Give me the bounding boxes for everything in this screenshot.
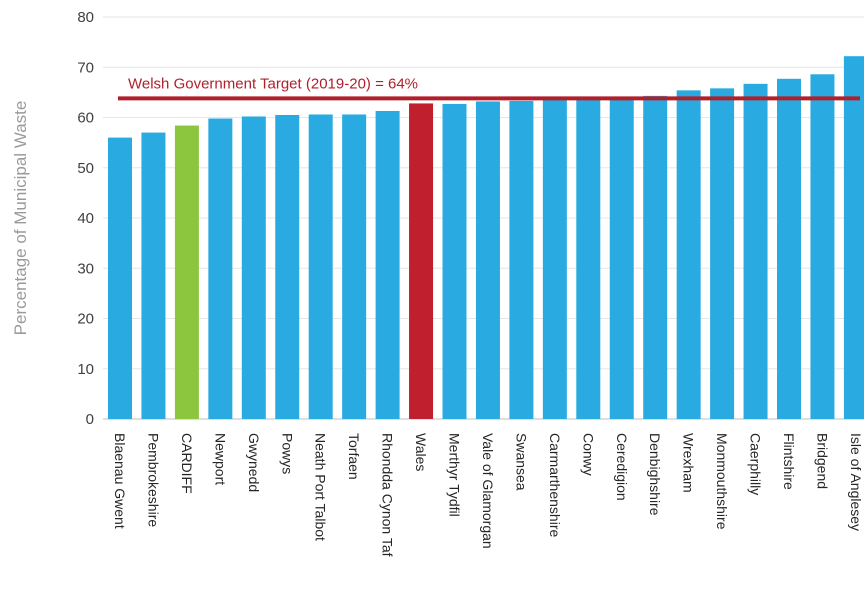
target-line-label: Welsh Government Target (2019-20) = 64% <box>128 75 418 92</box>
bar <box>676 90 701 420</box>
bar <box>710 88 735 419</box>
bar <box>108 137 132 419</box>
bars <box>108 56 864 420</box>
x-category-label: Wales <box>413 433 429 471</box>
y-tick-label: 0 <box>86 411 94 428</box>
bar <box>308 114 333 420</box>
y-tick-label: 50 <box>77 160 94 177</box>
bar <box>609 96 634 420</box>
x-category-label: Vale of Glamorgan <box>480 433 496 549</box>
x-category-label: Powys <box>279 433 295 474</box>
bar <box>342 114 367 420</box>
y-tick-label: 60 <box>77 110 94 127</box>
bar <box>241 116 266 420</box>
bar <box>475 101 500 420</box>
y-tick-label: 80 <box>77 9 94 26</box>
y-tick-label: 70 <box>77 59 94 76</box>
x-category-label: Bridgend <box>814 433 830 489</box>
x-category-label: Swansea <box>513 433 529 491</box>
x-category-label: CARDIFF <box>179 433 195 494</box>
x-category-label: Neath Port Talbot <box>313 433 329 541</box>
x-category-label: Wrexham <box>681 433 697 493</box>
x-category-label: Caerphilly <box>748 433 764 495</box>
x-category-label: Torfaen <box>346 433 362 480</box>
bar <box>643 95 668 419</box>
bar <box>777 78 801 420</box>
bar <box>810 74 835 419</box>
x-category-label: Flintshire <box>781 433 797 490</box>
x-category-label: Conwy <box>580 433 596 476</box>
x-category-label: Pembrokeshire <box>145 433 161 527</box>
x-category-label: Ceredigion <box>614 433 630 501</box>
x-category-label: Newport <box>212 433 228 485</box>
x-category-label: Gwynedd <box>246 433 262 492</box>
x-category-label: Denbighshire <box>647 433 663 516</box>
x-category-label: Merthyr Tydfil <box>447 433 463 517</box>
y-axis-ticks: 0 10 20 30 40 50 60 70 80 <box>77 9 94 428</box>
bar <box>509 100 534 419</box>
x-category-label: Monmouthshire <box>714 433 730 530</box>
bar <box>174 125 199 419</box>
bar <box>576 96 601 420</box>
x-axis-category-labels: Blaenau Gwent Pembrokeshire CARDIFF Newport… <box>112 433 864 557</box>
bar <box>375 110 400 419</box>
bar <box>743 83 768 420</box>
bar <box>442 103 467 420</box>
bar <box>141 132 166 419</box>
x-category-label: Rhondda Cynon Taf <box>380 433 396 557</box>
bar <box>843 56 864 419</box>
x-category-label: Carmarthenshire <box>547 433 563 537</box>
y-tick-label: 10 <box>77 361 94 378</box>
x-category-label: Blaenau Gwent <box>112 433 128 529</box>
y-tick-label: 40 <box>77 210 94 227</box>
x-category-label: Isle of Anglesey <box>848 433 864 531</box>
bar <box>275 114 300 420</box>
y-tick-label: 30 <box>77 260 94 277</box>
y-tick-label: 20 <box>77 311 94 328</box>
bar <box>208 118 233 419</box>
y-axis-label: Percentage of Municipal Waste <box>11 101 30 336</box>
bar <box>409 103 434 420</box>
bar <box>542 97 567 420</box>
